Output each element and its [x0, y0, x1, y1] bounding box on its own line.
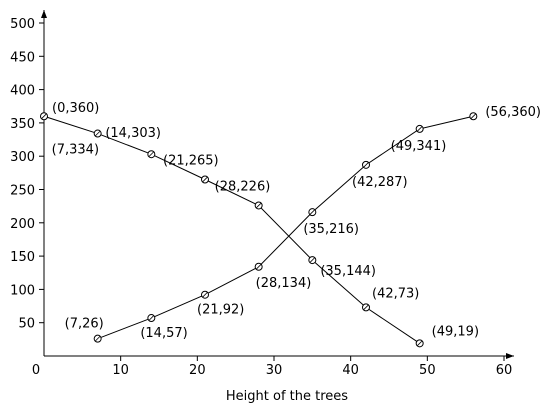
data-point	[254, 201, 263, 210]
data-point-marker-cross	[417, 340, 423, 346]
data-point	[201, 290, 209, 299]
y-ticks: 50 100 150 200 250 300 350 400 450 500	[10, 17, 44, 332]
data-point-label: (14,303)	[105, 126, 161, 141]
x-tick-label: 40	[342, 363, 359, 378]
data-point	[469, 112, 478, 121]
x-tick-label: 10	[112, 363, 129, 378]
y-tick-label: 300	[10, 150, 35, 165]
axes	[41, 10, 514, 359]
data-point-marker-cross	[256, 264, 262, 270]
data-point-marker-cross	[256, 203, 262, 208]
data-point-label: (7,334)	[52, 143, 99, 158]
data-point-marker-cross	[202, 292, 208, 298]
x-ticks: 0 10 20 30 40 50 60	[32, 356, 512, 378]
data-point-label: (28,134)	[256, 276, 312, 291]
data-point	[308, 208, 317, 217]
data-point	[147, 150, 156, 159]
y-tick-label: 150	[10, 250, 35, 265]
data-point-marker-cross	[363, 304, 369, 310]
data-point-label: (56,360)	[485, 105, 541, 120]
x-tick-label: 50	[419, 363, 436, 378]
data-point-marker-cross	[41, 113, 47, 119]
series-1-line	[43, 115, 420, 344]
data-point	[362, 303, 370, 312]
data-point	[40, 112, 48, 121]
data-point-label: (14,57)	[140, 326, 187, 341]
data-point	[308, 256, 317, 265]
data-point-label: (42,287)	[352, 175, 408, 190]
data-point-marker-cross	[148, 315, 154, 321]
data-point	[93, 334, 102, 343]
x-axis-arrow	[506, 353, 514, 359]
x-tick-label: 60	[496, 363, 513, 378]
data-point	[415, 124, 424, 133]
data-point-marker-cross	[148, 151, 154, 157]
data-point-marker-cross	[309, 257, 315, 263]
data-point-label: (21,265)	[163, 154, 219, 169]
data-point-marker-cross	[417, 126, 423, 132]
data-point	[201, 175, 209, 184]
y-tick-label: 250	[10, 184, 35, 199]
data-point	[147, 314, 156, 323]
data-point	[362, 160, 370, 169]
series-group	[40, 112, 478, 348]
data-point-marker-cross	[309, 209, 315, 215]
y-axis-arrow	[41, 10, 47, 18]
data-point-marker-cross	[95, 336, 101, 342]
data-point	[254, 262, 263, 271]
data-point-label: (42,73)	[372, 286, 419, 301]
series-2-line	[97, 115, 474, 340]
data-point-label: (21,92)	[197, 303, 244, 318]
y-tick-label: 500	[10, 17, 35, 32]
data-point-label: (35,144)	[320, 264, 376, 279]
y-tick-label: 50	[18, 317, 35, 332]
data-point-marker-cross	[202, 177, 208, 182]
point-labels: (0,360) (7,334) (14,303)(21,265) (28,226) (3…	[52, 101, 541, 341]
y-tick-label: 400	[10, 84, 35, 99]
x-axis-title: Height of the trees	[226, 389, 348, 404]
y-tick-label: 450	[10, 50, 35, 65]
y-tick-label: 200	[10, 217, 35, 232]
y-tick-label: 350	[10, 117, 35, 132]
data-point-label: (35,216)	[303, 222, 359, 237]
data-point-label: (28,226)	[215, 179, 271, 194]
x-tick-label: 30	[266, 363, 283, 378]
data-point-label: (49,19)	[432, 324, 479, 339]
data-point-marker-cross	[95, 131, 101, 137]
x-tick-label: 20	[189, 363, 206, 378]
data-point-label: (7,26)	[65, 317, 104, 332]
data-point	[93, 129, 102, 138]
x-tick-label: 0	[32, 363, 40, 378]
y-tick-label: 100	[10, 283, 35, 298]
data-point-marker-cross	[470, 113, 476, 119]
data-point	[415, 339, 424, 348]
data-point-marker-cross	[363, 162, 369, 168]
data-point-label: (0,360)	[52, 101, 99, 116]
data-point-label: (49,341)	[391, 139, 447, 154]
